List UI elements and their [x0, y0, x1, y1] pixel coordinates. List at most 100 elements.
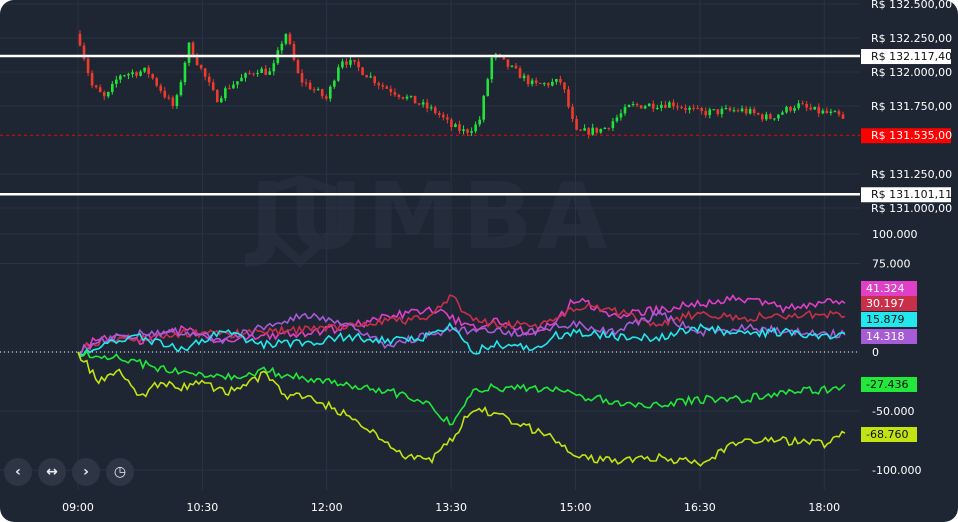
candle: [397, 94, 401, 97]
candle: [611, 121, 615, 129]
candle: [555, 78, 558, 82]
candle: [635, 104, 639, 106]
candle: [98, 87, 102, 93]
candle: [595, 127, 599, 133]
time-axis-label: 16:30: [684, 501, 716, 514]
candle: [300, 73, 304, 83]
candle: [486, 79, 490, 96]
scroll-right-button[interactable]: ›: [72, 458, 100, 486]
candle: [538, 83, 542, 85]
candle: [320, 89, 324, 97]
candle: [716, 109, 720, 115]
candle: [450, 119, 453, 128]
candle: [236, 81, 239, 85]
candle: [308, 82, 312, 90]
series-line: [77, 349, 846, 426]
candle: [139, 71, 142, 76]
candle: [353, 59, 356, 62]
candle: [345, 61, 348, 65]
candle: [135, 72, 138, 76]
clock-button[interactable]: ◷: [106, 458, 134, 486]
candle: [825, 110, 829, 114]
candle: [789, 106, 792, 111]
clock-icon: ◷: [113, 464, 127, 480]
candle: [708, 109, 712, 116]
candle: [599, 128, 603, 133]
candle: [260, 68, 263, 73]
candle: [296, 60, 300, 74]
candle: [462, 129, 465, 131]
candle: [647, 103, 651, 107]
candle: [175, 95, 179, 106]
candle: [615, 117, 619, 122]
series-line: [77, 351, 846, 467]
candle: [417, 103, 421, 105]
reset-zoom-button[interactable]: ↔: [38, 458, 66, 486]
horizontal-arrows-icon: ↔: [46, 464, 58, 480]
time-axis-label: 10:30: [187, 501, 219, 514]
series-value-badge: [861, 427, 917, 442]
candle: [506, 59, 510, 67]
candle: [151, 74, 154, 79]
candle: [591, 127, 595, 135]
candle: [385, 86, 389, 89]
candle: [147, 67, 150, 75]
candle: [744, 108, 748, 114]
series-value-badge: [861, 281, 917, 296]
candle: [756, 113, 760, 115]
candle: [672, 102, 675, 107]
price-axis-label: R$ 132.500,00: [871, 0, 952, 11]
candle: [328, 86, 332, 99]
candle: [252, 73, 255, 75]
candle: [764, 114, 768, 120]
candle: [381, 85, 385, 87]
candle: [571, 106, 574, 120]
flow-axis-label: 75.000: [872, 258, 911, 271]
time-axis-label: 09:00: [62, 501, 94, 514]
candle: [264, 68, 268, 75]
candle: [405, 96, 409, 99]
candle: [466, 129, 469, 133]
series-value-badge: [861, 377, 917, 392]
candle: [442, 114, 445, 118]
candle: [78, 33, 82, 46]
candle: [389, 88, 393, 93]
candle: [805, 104, 808, 108]
candle: [603, 127, 607, 129]
candle: [700, 108, 704, 111]
candle: [781, 112, 784, 115]
candle: [668, 102, 671, 108]
candle: [587, 128, 590, 135]
candle: [256, 72, 259, 74]
scroll-left-button[interactable]: ‹: [4, 458, 32, 486]
candle: [337, 67, 340, 81]
candle: [579, 129, 582, 131]
candle: [437, 113, 441, 115]
series-value-label: 14.318: [866, 330, 905, 343]
candle: [502, 56, 506, 60]
candle: [526, 75, 530, 85]
candle: [86, 58, 90, 73]
candle: [316, 89, 320, 91]
flow-axis-label: 100.000: [872, 228, 918, 241]
candle: [732, 110, 736, 112]
time-axis-label: 18:00: [808, 501, 840, 514]
price-marker-label: R$ 131.535,00: [871, 129, 952, 142]
price-marker-box: [861, 187, 951, 203]
candle: [288, 34, 292, 44]
candle: [619, 113, 623, 118]
candle: [841, 114, 845, 119]
candle: [542, 83, 546, 85]
candle: [203, 68, 207, 77]
candle: [454, 124, 457, 128]
candle: [413, 95, 417, 104]
series-value-label: -27.436: [866, 378, 908, 391]
candle: [583, 128, 586, 131]
candle: [304, 82, 308, 84]
candle: [688, 107, 691, 110]
flow-axis-label: -50.000: [872, 405, 914, 418]
candle: [429, 107, 433, 109]
price-axis-label: R$ 131.250,00: [871, 168, 952, 181]
candle: [401, 96, 405, 99]
